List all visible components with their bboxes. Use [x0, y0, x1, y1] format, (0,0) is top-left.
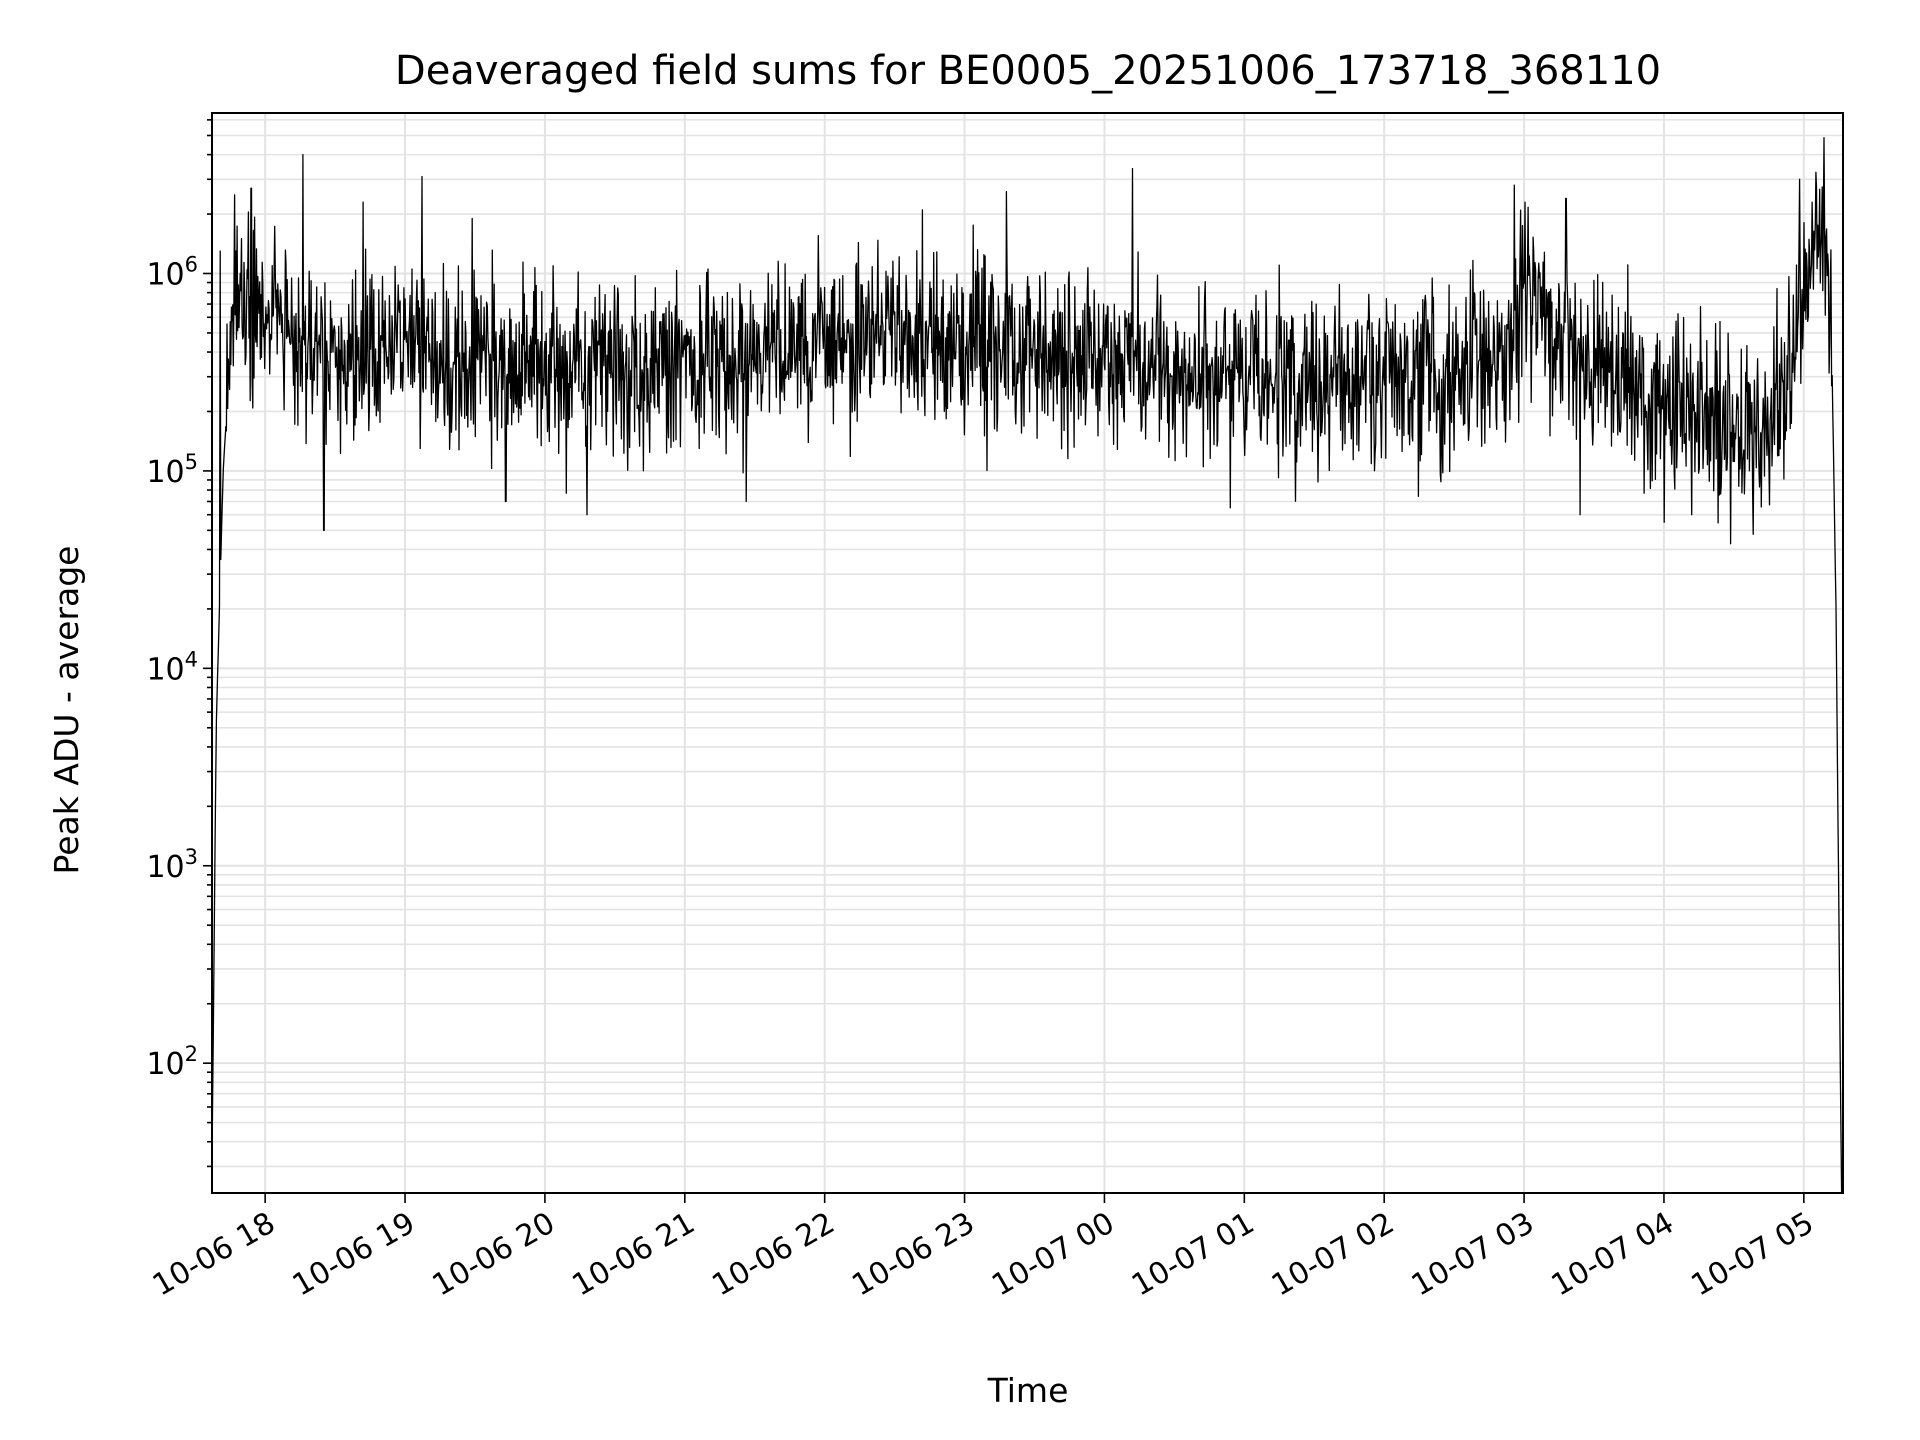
y-tick-label: 104	[146, 647, 198, 687]
x-axis-label: Time	[987, 1371, 1069, 1410]
x-tick-label: 10-07 04	[1546, 1206, 1680, 1304]
x-tick-label: 10-07 05	[1686, 1206, 1820, 1304]
chart-title: Deaveraged field sums for BE0005_2025100…	[395, 48, 1661, 94]
x-tick-label: 10-07 02	[1266, 1206, 1400, 1304]
x-tick-label: 10-06 20	[427, 1206, 561, 1304]
y-tick-label: 102	[146, 1042, 198, 1082]
x-tick-label: 10-07 00	[986, 1206, 1120, 1304]
y-axis-label: Peak ADU - average	[47, 546, 86, 875]
x-tick-label: 10-06 18	[147, 1206, 281, 1304]
x-tick-label: 10-06 22	[706, 1206, 840, 1304]
y-tick-label: 106	[146, 252, 198, 292]
series-line	[211, 137, 1843, 1194]
x-tick-label: 10-07 03	[1406, 1206, 1540, 1304]
plot-area-frame	[211, 112, 1844, 1194]
x-tick-label: 10-06 23	[846, 1206, 980, 1304]
x-tick-label: 10-06 19	[287, 1206, 421, 1304]
y-tick-label: 105	[146, 450, 198, 490]
y-tick-label: 103	[146, 845, 198, 885]
series-line-peak-adu	[211, 137, 1843, 1194]
x-tick-label: 10-06 21	[566, 1206, 700, 1304]
x-tick-label: 10-07 01	[1126, 1206, 1260, 1304]
